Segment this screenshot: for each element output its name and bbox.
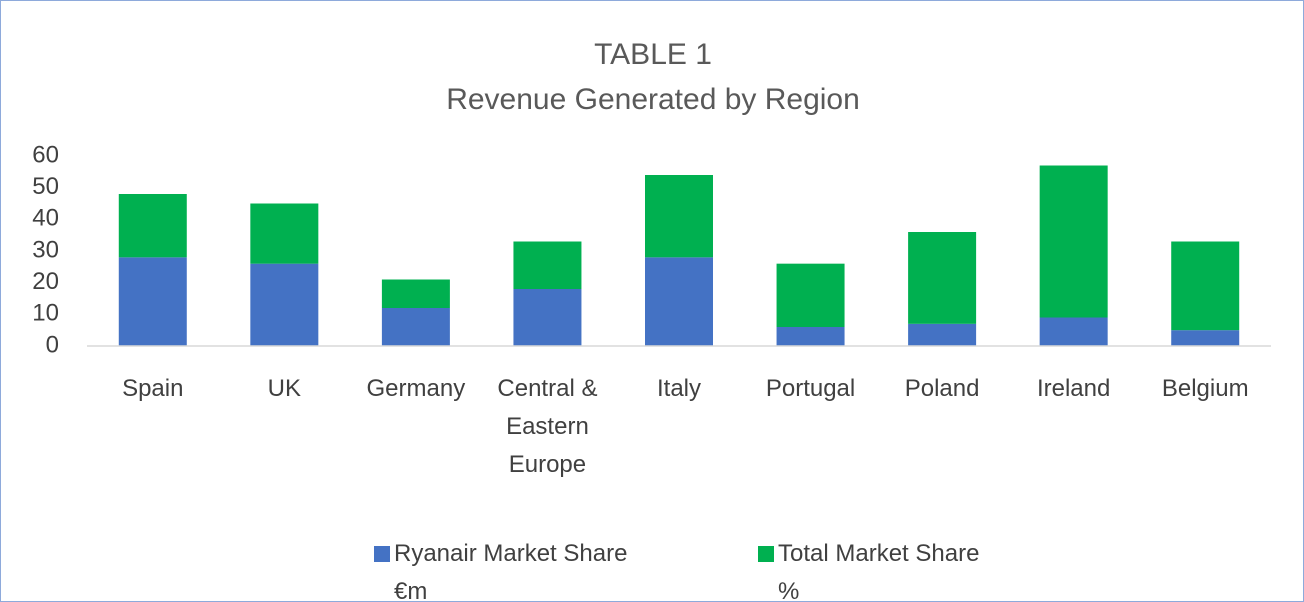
legend-label: Total Market Share %: [778, 540, 980, 602]
bar-segment: [1171, 241, 1240, 331]
bar-segment: [381, 308, 450, 346]
x-tick-label: UK: [267, 375, 301, 402]
bar-segment: [250, 263, 319, 346]
bar-segment: [1039, 317, 1108, 346]
legend-swatch: [374, 546, 390, 562]
y-tick-label: 40: [32, 205, 59, 232]
bar-segment: [513, 289, 582, 346]
bar-segment: [118, 194, 187, 258]
y-tick-label: 30: [32, 236, 59, 263]
legend-swatch: [758, 546, 774, 562]
bar-segment: [908, 232, 977, 324]
bar-segment: [645, 175, 713, 258]
bar-segment: [118, 257, 187, 346]
bar-segment: [645, 257, 713, 346]
y-tick-label: 20: [32, 268, 59, 295]
y-tick-label: 0: [46, 331, 59, 358]
bar-segment: [250, 203, 319, 264]
y-tick-label: 10: [32, 300, 59, 327]
x-tick-label: Ireland: [1036, 375, 1111, 402]
bar-segment: [776, 263, 845, 327]
bar-segment: [513, 241, 582, 289]
chart-title: TABLE 1: [594, 38, 712, 71]
bar-segment: [776, 327, 845, 346]
y-tick-label: 60: [32, 141, 59, 168]
x-tick-label: Italy: [656, 375, 701, 402]
x-tick-label: Poland: [904, 375, 980, 402]
bar-segment: [1171, 330, 1240, 346]
x-tick-label: Central & Eastern Europe: [497, 375, 598, 478]
bar-segment: [908, 323, 977, 346]
legend-label: Ryanair Market Share €m: [394, 540, 628, 602]
x-tick-label: Spain: [122, 375, 184, 402]
bar-segment: [1039, 165, 1108, 318]
x-tick-label: Belgium: [1161, 375, 1249, 402]
x-tick-label: Portugal: [765, 375, 856, 402]
x-tick-label: Germany: [366, 375, 466, 402]
y-tick-label: 50: [32, 173, 59, 200]
chart-subtitle: Revenue Generated by Region: [446, 83, 860, 116]
bar-segment: [381, 279, 450, 308]
